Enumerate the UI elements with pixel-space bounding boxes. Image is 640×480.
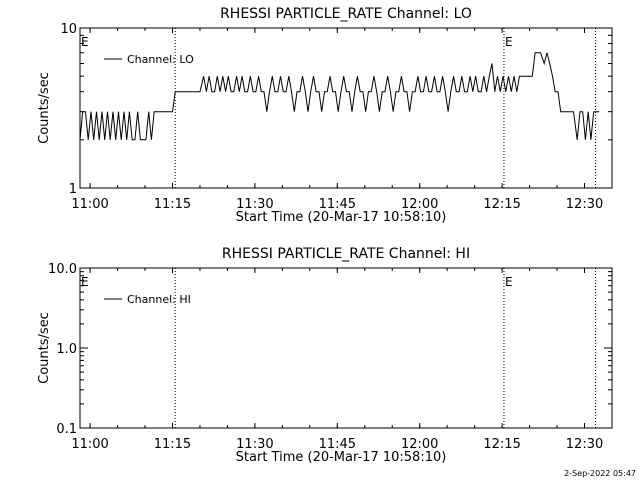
x-axis-label-lo: Start Time (20-Mar-17 10:58:10) xyxy=(236,210,447,225)
x-tick-label-lo-1: 11:15 xyxy=(154,197,191,212)
chart-title-lo: RHESSI PARTICLE_RATE Channel: LO xyxy=(220,6,472,22)
event-marker-label-hi-1: E xyxy=(505,275,513,289)
footer-timestamp: 2-Sep-2022 05:47 xyxy=(564,469,636,478)
x-tick-label-hi-4: 12:00 xyxy=(401,437,438,452)
y-tick-label-hi-1: 1.0 xyxy=(56,342,77,357)
legend-label-hi: Channel: HI xyxy=(127,293,191,306)
x-tick-label-hi-3: 11:45 xyxy=(319,437,356,452)
x-tick-label-hi-0: 11:00 xyxy=(71,437,108,452)
x-tick-label-hi-2: 11:30 xyxy=(236,437,273,452)
y-axis-label-hi: Counts/sec xyxy=(37,312,52,384)
x-tick-label-lo-6: 12:30 xyxy=(566,197,603,212)
x-tick-label-lo-4: 12:00 xyxy=(401,197,438,212)
series-line-lo-0 xyxy=(79,52,600,141)
plot-frame-lo xyxy=(79,27,613,189)
chart-panel-hi: RHESSI PARTICLE_RATE Channel: HI 11:00 11:… xyxy=(37,246,613,465)
y-tick-label-lo-0: 1 xyxy=(69,182,77,197)
x-tick-label-hi-5: 12:15 xyxy=(483,437,520,452)
left-marker-label-lo: E xyxy=(81,35,89,49)
x-tick-label-lo-2: 11:30 xyxy=(236,197,273,212)
event-marker-label-lo-1: E xyxy=(505,35,513,49)
x-axis-label-hi: Start Time (20-Mar-17 10:58:10) xyxy=(236,450,447,465)
y-tick-label-hi-2: 10.0 xyxy=(48,262,77,277)
x-tick-label-hi-1: 11:15 xyxy=(154,437,191,452)
x-tick-label-hi-6: 12:30 xyxy=(566,437,603,452)
x-tick-label-lo-5: 12:15 xyxy=(483,197,520,212)
x-tick-label-lo-0: 11:00 xyxy=(71,197,108,212)
y-axis-label-lo: Counts/sec xyxy=(37,72,52,144)
y-tick-label-lo-1: 10 xyxy=(60,22,77,37)
legend-label-lo: Channel: LO xyxy=(127,53,194,66)
x-tick-label-lo-3: 11:45 xyxy=(319,197,356,212)
chart-title-hi: RHESSI PARTICLE_RATE Channel: HI xyxy=(222,246,470,262)
y-tick-label-hi-0: 0.1 xyxy=(56,422,77,437)
left-marker-label-hi: E xyxy=(81,275,89,289)
chart-panel-lo: RHESSI PARTICLE_RATE Channel: LO 11:00 11:… xyxy=(37,6,613,225)
